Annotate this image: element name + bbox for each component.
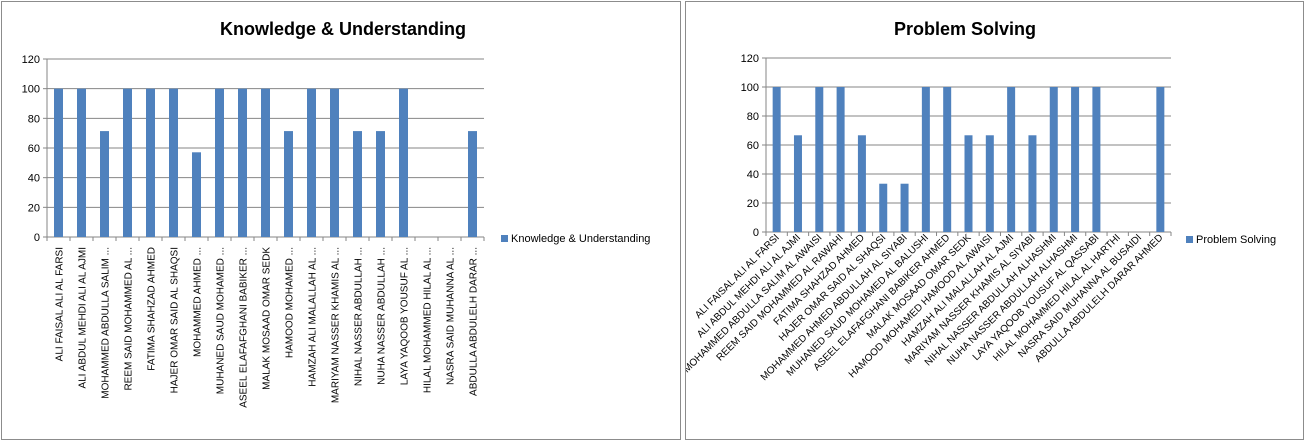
x-category-label: REEM SAID MOHAMMED AL ... [124,247,135,391]
bar [1092,87,1101,232]
y-tick-label: 0 [34,232,40,244]
x-category-label: MUHANED SAUD MOHAMED ... [216,247,227,394]
y-tick-label: 60 [747,140,759,152]
bar [793,135,802,232]
y-tick-label: 100 [22,84,40,96]
bar [468,131,477,237]
bar [169,88,178,238]
bar [921,87,930,232]
y-tick-label: 100 [741,82,759,94]
bar [353,131,362,237]
bar [307,88,316,238]
bar [1028,135,1037,232]
bar [330,88,339,238]
x-category-label: LAYA YAQOOB YOUSUF AL ... [400,247,411,385]
x-category-label: NASRA SAID MUHANNA AL ... [446,247,457,385]
bar [284,131,293,237]
y-tick-label: 0 [753,227,759,239]
y-tick-label: 40 [747,169,759,181]
y-tick-label: 120 [22,54,40,66]
x-category-label: NUHA NASSER ABDULLAH ... [377,247,388,385]
bar [215,88,224,238]
x-category-label: ASEEL ELAFAFGHANI BABIKER ... [239,247,250,408]
bar [943,87,952,232]
x-category-label: HAMOOD MOHAMED ... [285,247,296,358]
x-category-label: ABDULLA ABDULELH DARAR ... [469,247,480,396]
bar [123,88,132,238]
y-tick-label: 80 [28,113,40,125]
x-category-label: MALAK MOSAAD OMAR SEDK [262,247,273,390]
x-category-label: HILAL MOHAMMED HILAL AL ... [423,247,434,393]
x-category-label: ALI FAISAL ALI AL FARSI [55,247,66,361]
y-tick-label: 120 [741,53,759,65]
bar [815,87,824,232]
x-category-label: HAJER OMAR SAID AL SHAQSI [170,247,181,393]
legend-label: Problem Solving [1196,234,1276,246]
legend-label: Knowledge & Understanding [511,233,650,245]
bar [1156,87,1165,232]
x-category-label: MARIYAM NASSER KHAMIS AL ... [331,247,342,403]
x-category-label: ALI ABDUL MEHDI ALI AL AJMI [78,247,89,389]
bar [1071,87,1080,232]
y-tick-label: 20 [747,198,759,210]
y-tick-label: 40 [28,173,40,185]
y-tick-label: 80 [747,111,759,123]
legend-swatch [501,235,508,242]
bar [192,152,201,237]
bar [879,183,888,232]
bar [54,88,63,238]
bar [985,135,994,232]
x-category-label: MOHAMMED AHMED ... [193,247,204,357]
bar [399,88,408,238]
chart-knowledge-svg: Knowledge & Understanding 0 20 40 60 80 100 120… [22,19,651,408]
bar [100,131,109,237]
bar [146,88,155,238]
chart-panel-knowledge: Knowledge & Understanding 0 20 40 60 80 100 120… [1,1,681,440]
bar [900,183,909,232]
bar [1007,87,1016,232]
y-tick-label: 60 [28,143,40,155]
chart-title: Problem Solving [894,19,1036,39]
x-category-label: FATIMA SHAHZAD AHMED [147,247,158,371]
bar [261,88,270,238]
bar [836,87,845,232]
bar [1049,87,1058,232]
y-tick-label: 20 [28,202,40,214]
x-category-label: MOHAMMED ABDULLA SALIM ... [101,247,112,399]
bar [77,88,86,238]
x-category-label: NIHAL NASSER ABDULLAH ... [354,247,365,386]
legend-swatch [1186,236,1193,243]
bar [772,87,781,232]
bar [238,88,247,238]
chart-panel-problem-solving: Problem Solving 0 20 40 60 80 100 120 ALI FAISAL… [685,1,1304,440]
chart-title: Knowledge & Understanding [220,19,466,39]
bar [964,135,973,232]
bar [857,135,866,232]
bar [376,131,385,237]
x-category-label: HAMZAH ALI MALALLAH AL ... [308,247,319,387]
